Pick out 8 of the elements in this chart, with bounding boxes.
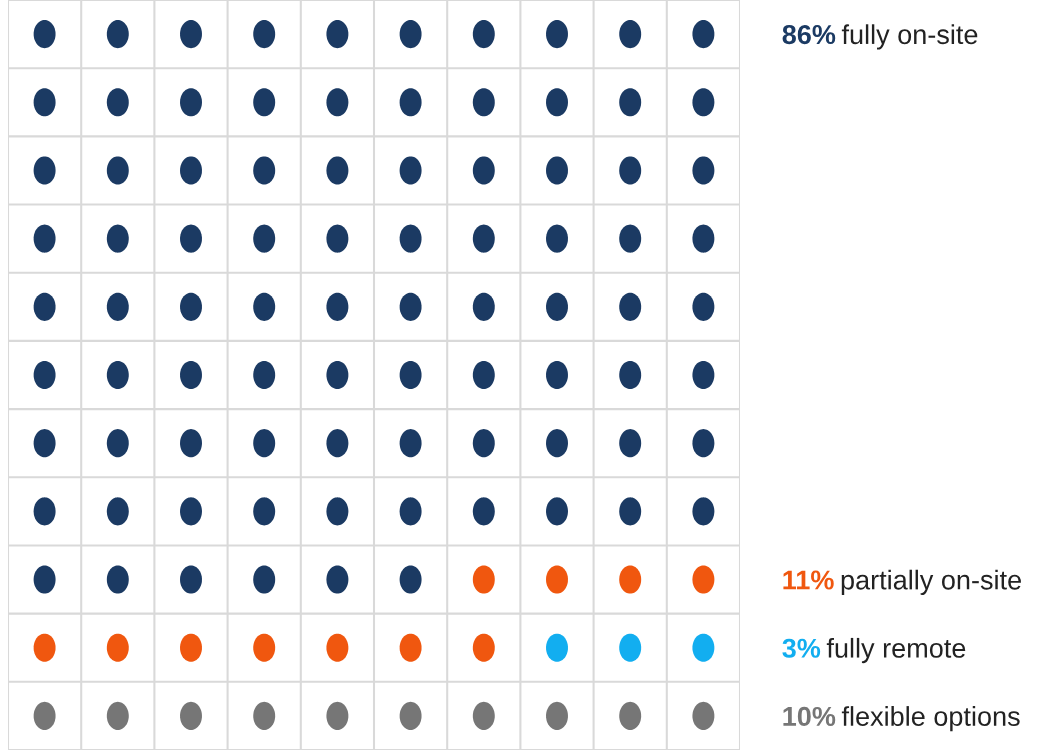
category-label: fully remote — [826, 637, 966, 664]
data-label: 11% — [783, 570, 834, 590]
category-label: flexible options — [841, 706, 1020, 732]
category-label: partially on-site — [841, 569, 1021, 595]
data-label: 10% — [783, 706, 836, 726]
category-label: fully on-site — [841, 24, 978, 50]
data-label: 3% — [782, 638, 821, 658]
data-label: 86% — [782, 24, 836, 45]
